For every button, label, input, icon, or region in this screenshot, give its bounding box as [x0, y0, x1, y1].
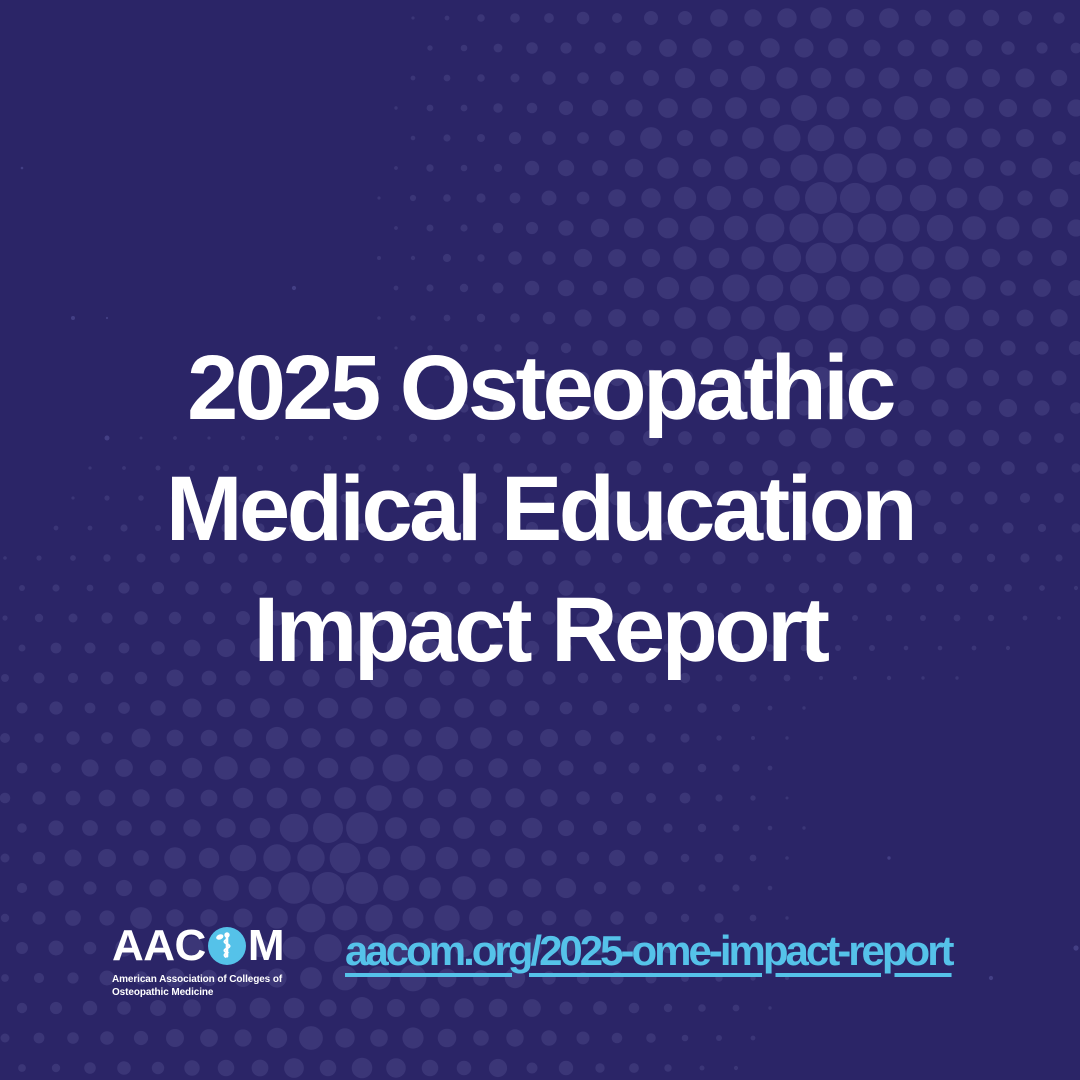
page-title: 2025 Osteopathic Medical Education Impac…: [0, 328, 1080, 691]
tagline-line-2: Osteopathic Medicine: [112, 987, 214, 998]
title-line-3: Impact Report: [253, 579, 830, 681]
aacom-wordmark: AAC M: [112, 921, 285, 970]
wordmark-text-left: AAC: [112, 921, 206, 970]
report-url-link[interactable]: aacom.org/2025-ome-impact-report: [345, 927, 955, 974]
rod-of-asclepius-icon: [207, 927, 246, 965]
aacom-tagline: American Association of Colleges of Oste…: [112, 973, 284, 999]
tagline-line-1: American Association of Colleges of: [112, 974, 283, 985]
wordmark-text-right: M: [247, 921, 285, 970]
aacom-logo: AAC M American Association of Colleges o…: [112, 921, 285, 999]
title-line-1: 2025 Osteopathic: [187, 337, 896, 439]
title-line-2: Medical Education: [165, 458, 918, 560]
